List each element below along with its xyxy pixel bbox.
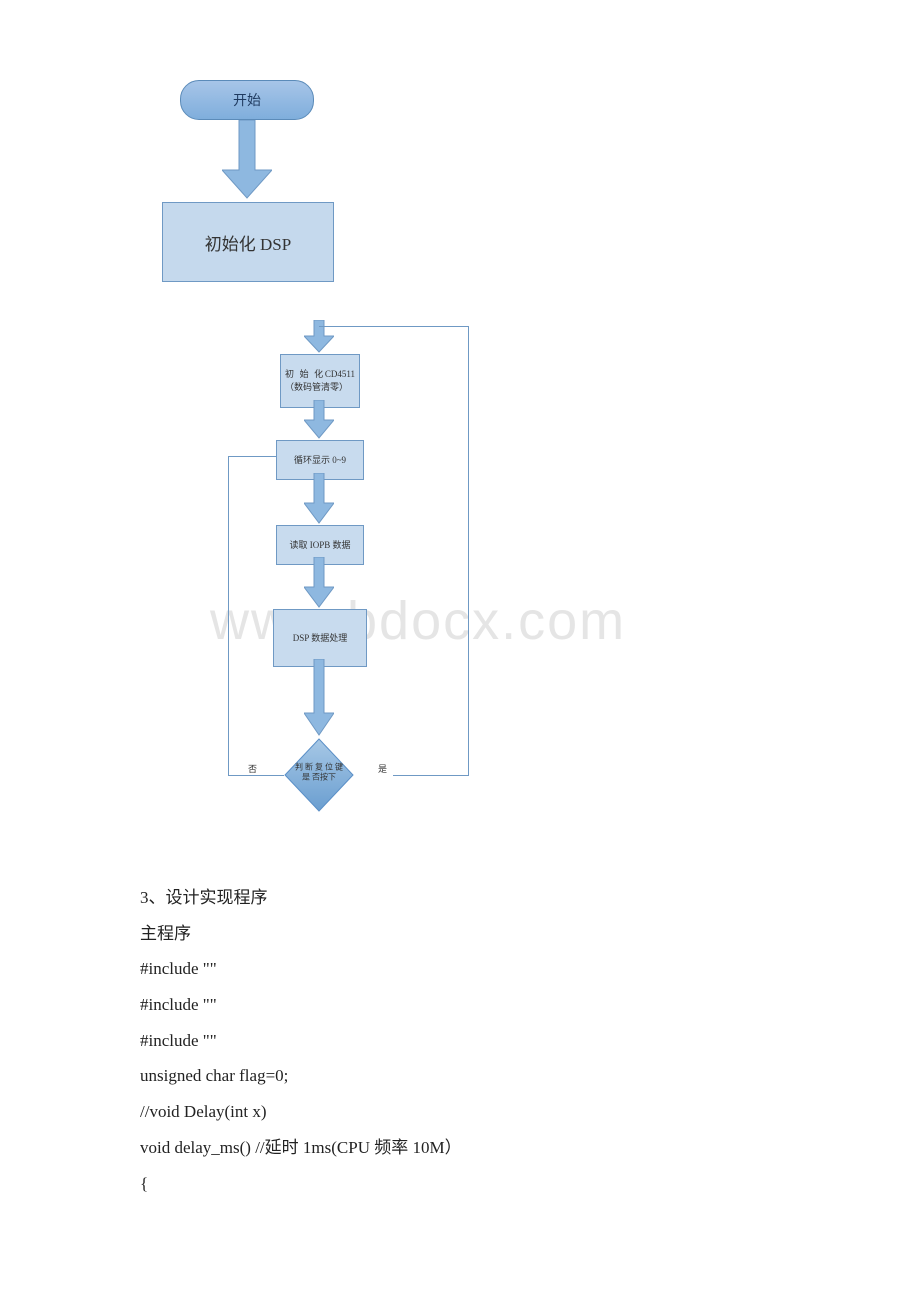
yes-loop-line-top (319, 326, 469, 327)
start-terminator: 开始 (180, 80, 314, 120)
arrow-2 (304, 473, 334, 525)
start-label: 开始 (233, 90, 261, 110)
read-iopb-label: 读取 IOPB 数据 (289, 539, 350, 552)
code-line-1: #include "" (140, 987, 780, 1023)
code-line-6: { (140, 1166, 780, 1202)
arrow-start-to-init (222, 120, 272, 200)
init-dsp-process: 初始化 DSP (162, 202, 334, 282)
no-loop-line-left (228, 775, 284, 776)
init-dsp-label: 初始化 DSP (205, 230, 291, 255)
decision-reset: 判 断 复 位 键 是 否按下 (284, 738, 354, 808)
arrow-3 (304, 557, 334, 609)
section-heading: 3、设计实现程序 (140, 880, 780, 916)
code-line-3: unsigned char flag=0; (140, 1058, 780, 1094)
no-loop-line-up (228, 456, 229, 776)
loop-display-label: 循环显示 0~9 (294, 454, 346, 467)
flowchart-lower: 初 始 化CD4511（数码管清零） 循环显示 0~9 读取 IOPB 数据 D… (218, 320, 780, 850)
code-line-4: //void Delay(int x) (140, 1094, 780, 1130)
flowchart-upper: 开始 初始化 DSP (140, 80, 780, 300)
section-subheading: 主程序 (140, 916, 780, 952)
arrow-4 (304, 659, 334, 737)
init-cd4511-label: 初 始 化CD4511（数码管清零） (285, 368, 355, 393)
yes-loop-line-up (468, 326, 469, 776)
code-line-5: void delay_ms() //延时 1ms(CPU 频率 10M） (140, 1130, 780, 1166)
yes-branch-label: 是 (378, 762, 387, 775)
no-branch-label: 否 (248, 762, 257, 775)
arrow-1 (304, 400, 334, 440)
yes-loop-line-right (393, 775, 468, 776)
dsp-process-label: DSP 数据处理 (293, 632, 347, 645)
code-line-0: #include "" (140, 951, 780, 987)
text-section: 3、设计实现程序 主程序 #include "" #include "" #in… (140, 880, 780, 1201)
decision-label: 判 断 复 位 键 是 否按下 (294, 763, 344, 784)
no-loop-line-right (228, 456, 276, 457)
code-line-2: #include "" (140, 1023, 780, 1059)
